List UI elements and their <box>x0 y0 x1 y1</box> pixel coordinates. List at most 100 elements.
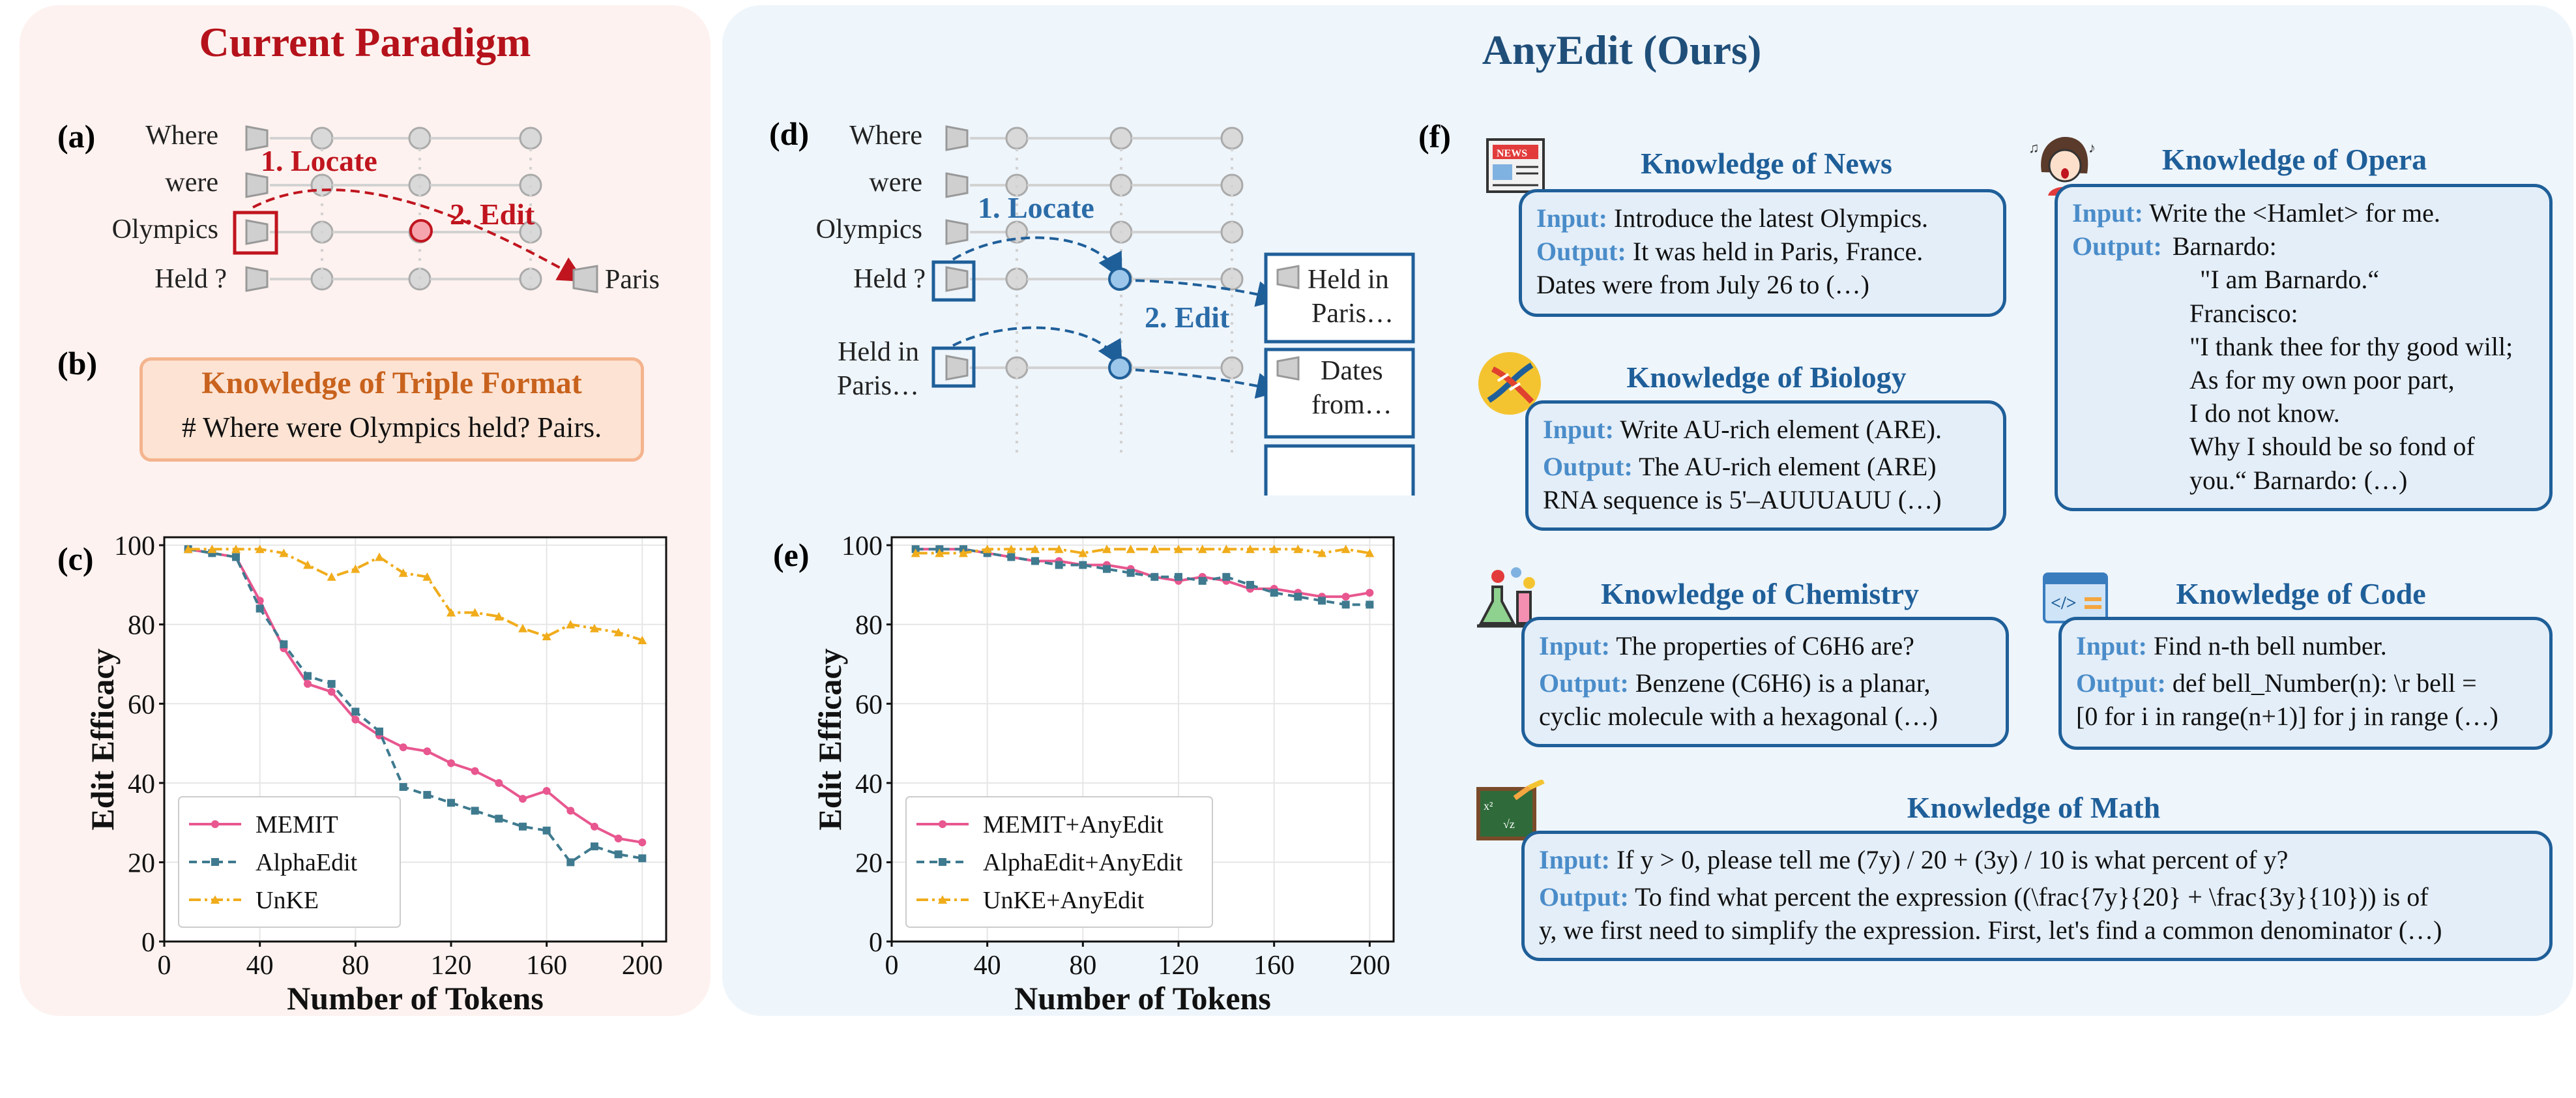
locate-box-2 <box>931 346 976 388</box>
label-a: (a) <box>57 118 96 155</box>
chart-c-xtick-label: 0 <box>158 951 171 981</box>
svg-text:♫: ♫ <box>2028 140 2040 156</box>
chart-c-point <box>614 834 622 842</box>
right-word-paris: Paris… <box>837 371 919 401</box>
svg-text:NEWS: NEWS <box>1497 148 1527 159</box>
card-math-input: If y > 0, please tell me (7y) / 20 + (3y… <box>1616 845 2289 874</box>
card-opera-line-3: Francisco: <box>2189 298 2298 328</box>
card-opera-line-5: As for my own poor part, <box>2189 364 2455 394</box>
chart-e-point <box>1366 589 1374 597</box>
chart-e-ytick-label: 40 <box>855 769 883 799</box>
edited-neuron-2 <box>1108 356 1132 379</box>
chart-e-point <box>1222 572 1231 581</box>
chart-e-frame <box>890 536 1395 943</box>
chart-e-point <box>1198 576 1207 585</box>
svg-text:x²: x² <box>1484 799 1493 812</box>
label-b: (b) <box>57 345 98 381</box>
chart-e-point <box>1197 544 1207 554</box>
card-chem-output-2: cyclic molecule with a hexagonal (…) <box>1539 702 1938 732</box>
locate-arrow-2 <box>952 326 1123 367</box>
label-e: (e) <box>773 537 810 573</box>
chart-c-legend-label: MEMIT <box>256 811 338 838</box>
card-opera-output-key: Output: <box>2072 231 2162 261</box>
card-opera-line-8: you.“ Barnardo: (…) <box>2189 465 2408 495</box>
chart-e-point <box>959 548 968 557</box>
card-code-output-2: [0 for i in range(n+1)] for j in range (… <box>2076 702 2498 732</box>
card-news-title: Knowledge of News <box>1641 147 1892 180</box>
card-chem-output-key: Output: <box>1539 668 1629 698</box>
opera-singer-icon: ♪ ♫ <box>2028 137 2096 196</box>
chart-c-ytick-label: 0 <box>141 928 155 958</box>
right-word-olympics: Olympics <box>815 215 922 245</box>
card-news: Input: Introduce the latest Olympics. Ou… <box>1519 189 2006 317</box>
right-word-were: were <box>869 168 922 198</box>
card-news-input-key: Input: <box>1536 203 1607 233</box>
chart-c-point <box>375 727 383 735</box>
card-opera-input: Write the <Hamlet> for me. <box>2149 198 2440 228</box>
chart-c-point <box>519 822 527 831</box>
label-c: (c) <box>57 541 94 577</box>
chart-c-point <box>542 787 551 795</box>
chart-e-legend <box>905 796 1213 928</box>
chart-c-point <box>207 544 217 554</box>
chart-e-point <box>1341 593 1350 601</box>
chart-e-point <box>1317 548 1326 557</box>
chart-e-point <box>1341 544 1351 554</box>
chart-e-point <box>1293 544 1303 554</box>
chart-c-point <box>591 842 598 851</box>
card-code-output: def bell_Number(n): \r bell = <box>2172 668 2477 698</box>
chart-e-point <box>935 548 944 557</box>
chart-c-legend-label: UnKE <box>256 887 319 914</box>
card-bio-output-key: Output: <box>1543 452 1633 482</box>
chart-c-point <box>398 568 408 577</box>
left-word-held: Held ? <box>154 264 227 294</box>
chart-c-point <box>494 612 504 621</box>
card-bio: Input: Write AU-rich element (ARE). Outp… <box>1525 400 2006 531</box>
chart-c-point <box>351 715 360 724</box>
chart-c-ytick-label: 60 <box>128 690 155 720</box>
chart-c-legend-label: AlphaEdit <box>256 849 358 876</box>
card-math-title: Knowledge of Math <box>1907 791 2161 824</box>
chart-e-point <box>1031 557 1039 565</box>
chart-e-point <box>1270 589 1278 597</box>
chart-e-xtick-label: 40 <box>974 951 1001 981</box>
right-word-held: Held ? <box>853 264 926 294</box>
card-code-title: Knowledge of Code <box>2176 577 2426 610</box>
output-box-3 <box>1264 444 1415 496</box>
card-opera-title: Knowledge of Opera <box>2161 143 2427 176</box>
card-chem-output: Benzene (C6H6) is a planar, <box>1635 668 1931 698</box>
chart-c-point <box>495 814 503 823</box>
chart-e-point <box>1078 548 1088 557</box>
left-network-diagram: 1. Locate 2. Edit Paris <box>233 125 660 295</box>
chart-c-point <box>542 826 551 835</box>
chart-e-xtick-label: 120 <box>1158 951 1199 981</box>
card-news-output-key: Output: <box>1536 237 1626 267</box>
chart-c-point <box>303 560 312 569</box>
locate-arrow-1 <box>952 236 1122 280</box>
card-math: Input: If y > 0, please tell me (7y) / 2… <box>1521 831 2553 961</box>
card-opera-line-4: "I thank thee for thy good will; <box>2189 331 2513 361</box>
chart-c-xtick-label: 160 <box>526 951 567 981</box>
right-word-where: Where <box>849 121 922 151</box>
chart-c-xtick-label: 120 <box>431 951 472 981</box>
label-d: (d) <box>769 115 810 152</box>
chart-c-point <box>614 850 622 859</box>
chart-c-point <box>399 743 407 752</box>
chart-e-point <box>1341 601 1350 609</box>
chart-e-point <box>911 548 920 557</box>
card-opera-line-2: "I am Barnardo.“ <box>2200 265 2380 295</box>
card-code-input-key: Input: <box>2076 631 2147 660</box>
card-bio-output: The AU-rich element (ARE) <box>1639 452 1937 482</box>
label-f: (f) <box>1418 118 1451 155</box>
chart-c-point <box>542 631 551 640</box>
chart-c-point <box>637 636 647 645</box>
output-box-1-line2: Paris… <box>1311 299 1394 329</box>
edit-arrow <box>252 188 585 282</box>
locate-box-1 <box>931 260 976 302</box>
chart-e-ytick-label: 0 <box>869 928 883 958</box>
chart-e-ytick-label: 60 <box>855 690 883 720</box>
chart-c-point <box>590 623 599 632</box>
output-box-2-line2: from… <box>1311 390 1392 420</box>
chart-c-point <box>447 759 455 767</box>
chart-e-point <box>1366 601 1374 609</box>
